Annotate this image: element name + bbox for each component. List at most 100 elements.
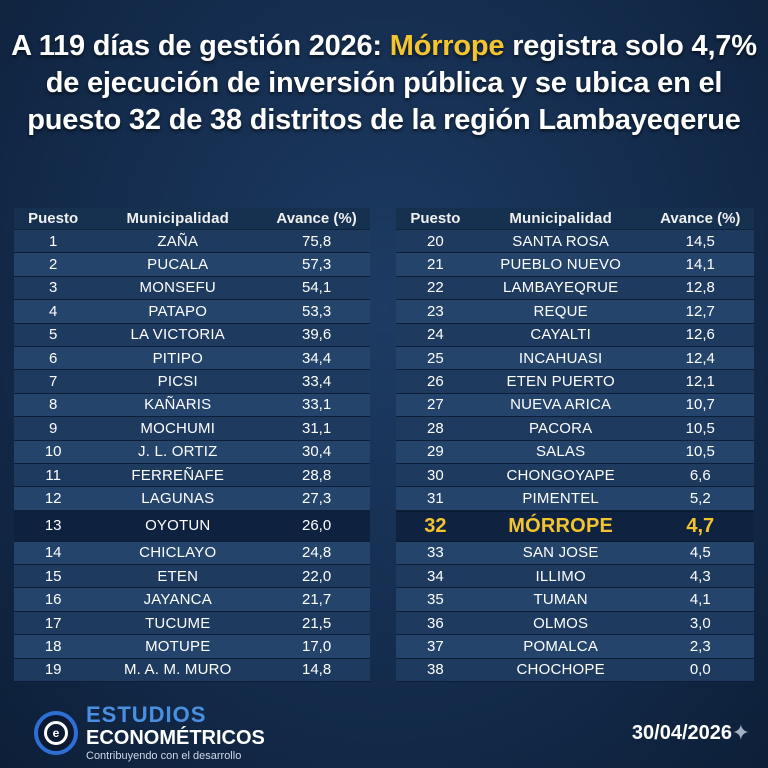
header-municipality: Municipalidad <box>126 210 230 227</box>
logo-glyph: e <box>44 721 68 745</box>
headline: A 119 días de gestión 2026: Mórrope regi… <box>0 28 768 139</box>
publication-date: 30/04/2026 <box>631 722 732 744</box>
cell-municipality: FERREÑAFE <box>131 466 225 484</box>
cell-rank: 32 <box>424 514 447 537</box>
table-row: 29 SALAS 10,5 <box>396 440 754 464</box>
header-municipality: Municipalidad <box>509 210 612 227</box>
cell-progress: 30,4 <box>301 443 332 461</box>
cell-rank: 37 <box>427 637 444 655</box>
cell-rank: 16 <box>44 591 62 609</box>
cell-progress: 0,0 <box>689 661 711 679</box>
cell-progress: 10,7 <box>685 396 715 414</box>
table-row: 1 ZAÑA 75,8 <box>14 230 370 254</box>
cell-municipality: LAMBAYEQRUE <box>503 279 619 297</box>
cell-progress: 6,6 <box>689 466 711 484</box>
cell-municipality: LA VICTORIA <box>130 326 225 344</box>
cell-rank: 22 <box>427 279 444 297</box>
cell-municipality: MOCHUMI <box>140 419 216 437</box>
cell-municipality: ZAÑA <box>157 232 199 250</box>
table-row: 37 POMALCA 2,3 <box>396 635 754 659</box>
cell-progress: 10,5 <box>685 443 715 461</box>
cell-municipality: PATAPO <box>148 302 208 320</box>
cell-rank: 27 <box>427 396 444 414</box>
header-rank: Puesto <box>28 210 79 227</box>
cell-municipality: PUEBLO NUEVO <box>500 256 622 274</box>
cell-rank: 6 <box>48 349 58 367</box>
cell-progress: 26,0 <box>301 517 332 535</box>
cell-rank: 17 <box>44 614 62 632</box>
cell-rank: 15 <box>44 567 62 585</box>
brand-tagline: Contribuyendo con el desarrollo <box>86 750 242 762</box>
cell-municipality: PUCALA <box>147 256 209 274</box>
cell-rank: 13 <box>44 517 62 535</box>
cell-progress: 57,3 <box>301 256 332 274</box>
cell-rank: 10 <box>44 443 62 461</box>
cell-rank: 26 <box>427 373 444 391</box>
cell-progress: 3,0 <box>689 614 711 632</box>
cell-progress: 39,6 <box>301 326 332 344</box>
headline-part2: registra solo 4,7% de ejecución de inver… <box>27 30 757 136</box>
table-row: 33 SAN JOSE 4,5 <box>396 541 754 566</box>
cell-rank: 9 <box>48 419 58 437</box>
cell-progress: 14,5 <box>685 232 715 250</box>
cell-rank: 29 <box>427 443 444 461</box>
table-header: Puesto Municipalidad Avance (%) <box>14 208 370 230</box>
cell-rank: 19 <box>44 661 62 679</box>
cell-municipality: POMALCA <box>523 637 599 655</box>
table-row: 21 PUEBLO NUEVO 14,1 <box>396 253 754 277</box>
cell-rank: 35 <box>427 591 444 609</box>
cell-municipality: TUMAN <box>533 591 588 609</box>
table-row: 14 CHICLAYO 24,8 <box>14 541 370 566</box>
cell-rank: 31 <box>427 489 444 507</box>
cell-rank: 38 <box>427 661 444 679</box>
cell-rank: 18 <box>44 637 62 655</box>
brand-line2: ECONOMÉTRICOS <box>86 727 265 749</box>
cell-municipality: CHICLAYO <box>139 544 217 562</box>
cell-rank: 1 <box>48 232 58 250</box>
sparkle-icon: ✦ <box>731 720 750 745</box>
cell-rank: 25 <box>427 349 444 367</box>
table-row: 3 MONSEFU 54,1 <box>14 276 370 301</box>
cell-municipality: TUCUME <box>145 614 211 632</box>
cell-progress: 4,3 <box>689 567 711 585</box>
cell-municipality: PIMENTEL <box>522 489 599 507</box>
table-row: 30 CHONGOYAPE 6,6 <box>396 463 754 488</box>
table-row: 20 SANTA ROSA 14,5 <box>396 230 754 254</box>
cell-progress: 17,0 <box>301 637 332 655</box>
cell-progress: 33,1 <box>301 396 332 414</box>
cell-progress: 33,4 <box>301 373 332 391</box>
cell-progress: 14,1 <box>685 256 715 274</box>
cell-municipality: PACORA <box>528 419 593 437</box>
cell-municipality: PICSI <box>157 373 198 391</box>
cell-progress: 27,3 <box>301 489 332 507</box>
cell-municipality: PITIPO <box>152 349 203 367</box>
table-row: 24 CAYALTI 12,6 <box>396 323 754 347</box>
table-header: Puesto Municipalidad Avance (%) <box>396 208 754 230</box>
cell-rank: 33 <box>427 544 444 562</box>
cell-progress: 4,1 <box>689 591 711 609</box>
cell-municipality: MÓRROPE <box>508 514 614 537</box>
headline-highlight: Mórrope <box>389 30 505 62</box>
cell-progress: 34,4 <box>301 349 332 367</box>
table-row: 27 NUEVA ARICA 10,7 <box>396 393 754 418</box>
cell-progress: 12,1 <box>685 373 715 391</box>
cell-municipality: OLMOS <box>533 614 589 632</box>
table-row: 19 M. A. M. MURO 14,8 <box>14 658 370 683</box>
cell-municipality: NUEVA ARICA <box>510 396 612 414</box>
cell-progress: 12,4 <box>685 349 715 367</box>
table-row: 15 ETEN 22,0 <box>14 565 370 589</box>
cell-municipality: MOTUPE <box>145 637 211 655</box>
table-row: 34 ILLIMO 4,3 <box>396 565 754 589</box>
cell-progress: 12,7 <box>685 302 715 320</box>
cell-municipality: LAGUNAS <box>141 489 215 507</box>
cell-rank: 30 <box>427 466 444 484</box>
cell-progress: 28,8 <box>301 466 332 484</box>
cell-progress: 54,1 <box>301 279 332 297</box>
cell-rank: 28 <box>427 419 444 437</box>
table-row: 35 TUMAN 4,1 <box>396 588 754 612</box>
cell-municipality: KAÑARIS <box>144 396 212 414</box>
cell-progress: 5,2 <box>689 489 711 507</box>
cell-rank: 34 <box>427 567 444 585</box>
ranking-table-right: Puesto Municipalidad Avance (%) 20 SANTA … <box>396 208 754 683</box>
cell-progress: 31,1 <box>301 419 332 437</box>
